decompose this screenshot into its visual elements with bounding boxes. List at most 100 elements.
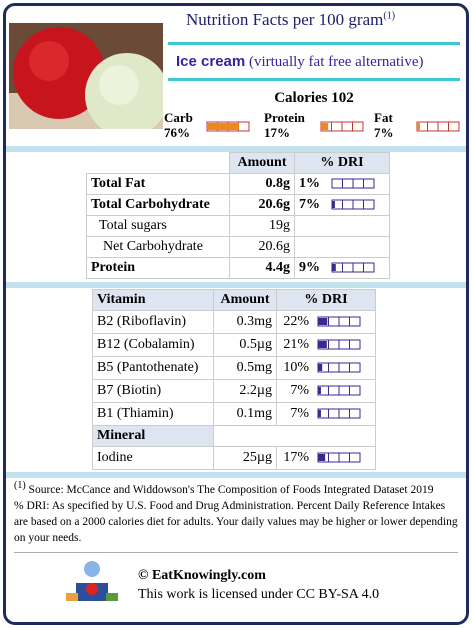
nutrient-dri: 7% <box>294 194 327 216</box>
vitamin-name: B12 (Cobalamin) <box>92 333 214 357</box>
macro-percent: 17% <box>264 125 290 140</box>
header-cell: Mineral <box>92 425 214 447</box>
vitamin-name: Iodine <box>92 446 214 470</box>
macro-bar <box>206 118 250 136</box>
vitamin-dri: 7% <box>276 402 313 426</box>
dri-bar-cell <box>313 402 376 426</box>
dri-bar-cell <box>327 194 390 216</box>
header-cell <box>213 425 376 447</box>
header-cell: Amount <box>213 289 277 311</box>
bar-fill <box>318 363 323 371</box>
macro: Carb 76% <box>164 110 193 140</box>
vitamin-name: B7 (Biotin) <box>92 379 214 403</box>
bar-fill <box>318 453 326 461</box>
dri-bar-cell <box>313 446 376 470</box>
divider <box>168 42 460 45</box>
bar-fill <box>417 123 420 131</box>
empty-cell <box>294 236 390 258</box>
copyright: © EatKnowingly.com <box>138 568 266 583</box>
nutrition-card: Nutrition Facts per 100 gram(1) Ice crea… <box>3 3 469 625</box>
section-band <box>6 472 466 478</box>
footnote-note: (1) <box>14 480 26 491</box>
divider <box>14 552 458 553</box>
divider <box>168 78 460 81</box>
macro-bar <box>416 118 460 136</box>
bar-fill <box>318 386 321 394</box>
bar-fill <box>332 263 336 271</box>
dri-bar <box>317 339 361 350</box>
dri-bar <box>331 262 375 273</box>
nutrient-name: Protein <box>86 257 230 279</box>
bar-fill <box>318 409 321 417</box>
header-cell <box>86 152 230 174</box>
dri-bar-cell <box>313 356 376 380</box>
vitamin-row: B5 (Pantothenate) 0.5mg 10% <box>92 356 376 380</box>
dri-bar <box>320 121 364 132</box>
vitamin-amount: 25µg <box>213 446 277 470</box>
vitamins-table: Vitamin Amount% DRI B2 (Riboflavin) 0.3mg 22… <box>92 289 376 470</box>
calories: Calories 102 <box>166 90 462 107</box>
calories-label: Calories <box>274 90 328 106</box>
header-row: Amount% DRI <box>86 152 390 174</box>
food-name: Ice cream <box>176 53 246 70</box>
vitamin-amount: 0.5µg <box>213 333 277 357</box>
nutrient-row: Total Fat 0.8g 1% <box>86 173 390 195</box>
dri-bar-cell <box>313 333 376 357</box>
nutrient-row: Net Carbohydrate 20.6g <box>86 236 390 258</box>
dri-bar-cell <box>327 257 390 279</box>
macro-name: Protein <box>264 110 305 125</box>
vitamin-name: B1 (Thiamin) <box>92 402 214 426</box>
nutrients-table: Amount% DRI Total Fat 0.8g 1% Total Carbohyd… <box>86 152 390 279</box>
title-text: Nutrition Facts per 100 gram <box>186 10 384 29</box>
macro: Protein 17% <box>264 110 305 140</box>
macro: Fat 7% <box>374 110 394 140</box>
vitamin-row: Iodine 25µg 17% <box>92 446 376 470</box>
nutrient-dri: 9% <box>294 257 327 279</box>
nutrient-amount: 19g <box>229 215 295 237</box>
dri-bar <box>331 178 375 189</box>
dri-bar <box>317 316 361 327</box>
dri-bar <box>331 199 375 210</box>
dri-bar-cell <box>313 310 376 334</box>
footnote-dri: % DRI: As specified by U.S. Food and Dru… <box>14 499 458 544</box>
dri-bar <box>416 121 460 132</box>
macro-name: Carb <box>164 110 193 125</box>
bar-fill <box>318 317 328 325</box>
bar-fill <box>207 123 239 131</box>
section-band <box>6 282 466 288</box>
vitamin-dri: 10% <box>276 356 313 380</box>
bar-fill <box>332 200 335 208</box>
dri-bar <box>317 408 361 419</box>
dri-bar <box>317 362 361 373</box>
nutrient-row: Total sugars 19g <box>86 215 390 237</box>
footnote: (1) Source: McCance and Widdowson's The … <box>14 478 458 546</box>
section-band <box>6 146 466 152</box>
nutrient-amount: 0.8g <box>229 173 295 195</box>
food-photo <box>9 23 163 129</box>
nutrient-amount: 4.4g <box>229 257 295 279</box>
macro-percent: 76% <box>164 125 190 140</box>
header-cell: Amount <box>229 152 295 174</box>
header-cell: % DRI <box>294 152 390 174</box>
vitamin-row: B2 (Riboflavin) 0.3mg 22% <box>92 310 376 334</box>
vitamin-name: B5 (Pantothenate) <box>92 356 214 380</box>
bar-fill <box>318 340 327 348</box>
nutrient-amount: 20.6g <box>229 194 295 216</box>
food-line: Ice cream (virtually fat free alternativ… <box>176 53 423 71</box>
food-description: (virtually fat free alternative) <box>248 54 424 70</box>
empty-cell <box>294 215 390 237</box>
bar-fill <box>321 123 329 131</box>
macro-percent: 7% <box>374 125 394 140</box>
title-note: (1) <box>383 10 396 22</box>
vitamin-row: B12 (Cobalamin) 0.5µg 21% <box>92 333 376 357</box>
vitamin-dri: 21% <box>276 333 313 357</box>
dri-bar <box>317 452 361 463</box>
header-cell: % DRI <box>276 289 376 311</box>
macro-name: Fat <box>374 110 393 125</box>
nutrient-row: Protein 4.4g 9% <box>86 257 390 279</box>
vitamin-dri: 17% <box>276 446 313 470</box>
logo <box>66 561 118 601</box>
nutrient-dri: 1% <box>294 173 327 195</box>
dri-bar-cell <box>327 173 390 195</box>
dri-bar <box>206 121 250 132</box>
